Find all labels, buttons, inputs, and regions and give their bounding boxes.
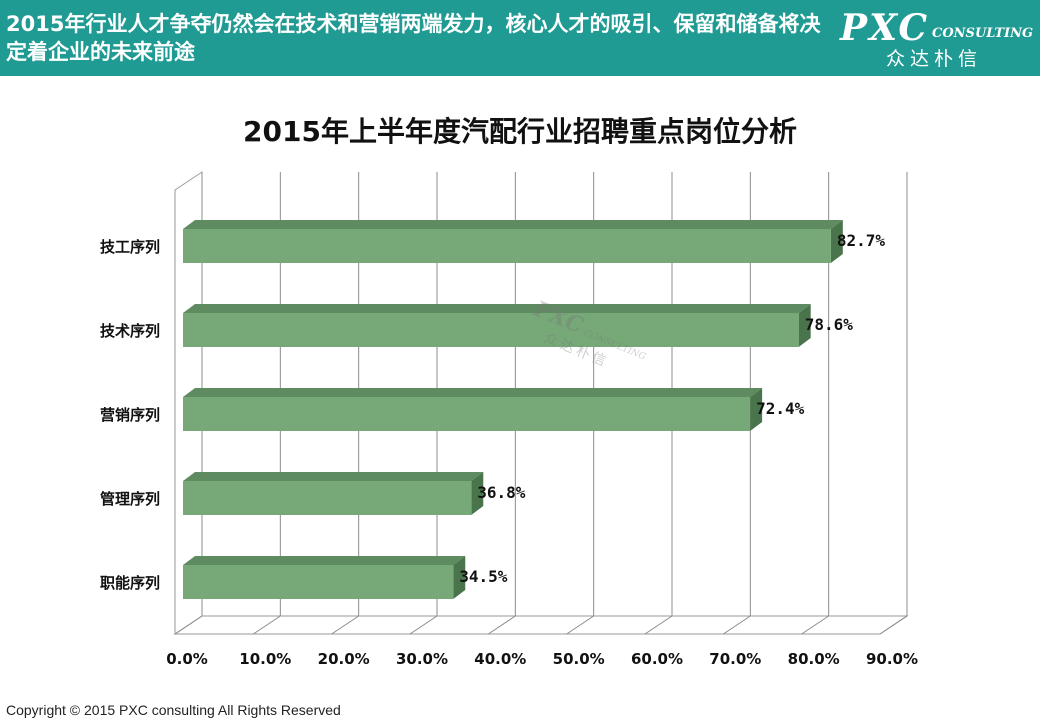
bar-side-face xyxy=(750,388,763,431)
bar-top-face xyxy=(183,388,763,397)
x-tick-label: 10.0% xyxy=(239,650,291,668)
chart-floor xyxy=(173,615,909,635)
y-category-label: 管理序列 xyxy=(100,490,160,508)
bar-side-face xyxy=(453,556,466,599)
chart-title: 2015年上半年度汽配行业招聘重点岗位分析 xyxy=(243,115,797,148)
bar-side-face xyxy=(830,220,843,263)
gridline-floor xyxy=(644,615,673,635)
chart-bars xyxy=(183,220,843,599)
bar-side-face xyxy=(798,304,811,347)
bar-top-face xyxy=(183,304,811,313)
bar xyxy=(183,565,454,599)
bar xyxy=(183,481,472,515)
data-label: 82.7% xyxy=(837,231,886,250)
x-tick-label: 30.0% xyxy=(396,650,448,668)
bar-top-face xyxy=(183,472,484,481)
logo-sub-text: CONSULTING xyxy=(932,26,1034,41)
x-tick-label: 80.0% xyxy=(788,650,840,668)
header-title: 2015年行业人才争夺仍然会在技术和营销两端发力，核心人才的吸引、保留和储备将决… xyxy=(6,12,821,64)
data-label: 78.6% xyxy=(805,315,854,334)
bar-top-face xyxy=(183,220,843,229)
bar-side-face xyxy=(471,472,484,515)
bar xyxy=(183,313,799,347)
y-category-label: 技工序列 xyxy=(100,238,160,256)
x-tick-label: 60.0% xyxy=(631,650,683,668)
company-logo: PXC CONSULTING 众达朴信 xyxy=(836,4,1040,74)
gridline-floor xyxy=(253,615,281,635)
chart-labels: 0.0% 10.0% 20.0% 30.0% 40.0% 50.0% 60.0% 70.0% 8… xyxy=(100,231,918,668)
bar-top-face xyxy=(183,556,466,565)
gridline-floor xyxy=(331,615,359,635)
header-banner: 2015年行业人才争夺仍然会在技术和营销两端发力，核心人才的吸引、保留和储备将决… xyxy=(0,0,1040,76)
x-tick-label: 0.0% xyxy=(166,650,208,668)
y-category-label: 技术序列 xyxy=(100,322,160,340)
x-tick-label: 90.0% xyxy=(866,650,918,668)
x-tick-label: 50.0% xyxy=(553,650,605,668)
logo-main-text: PXC xyxy=(840,7,930,49)
gridline-floor xyxy=(566,615,594,635)
gridline-floor xyxy=(801,615,829,635)
x-tick-label: 40.0% xyxy=(474,650,526,668)
gridline-floor xyxy=(488,615,516,635)
gridline-floor xyxy=(879,615,908,635)
y-category-label: 营销序列 xyxy=(100,406,160,424)
x-tick-label: 70.0% xyxy=(709,650,761,668)
gridline-floor xyxy=(409,615,438,635)
x-tick-label: 20.0% xyxy=(318,650,370,668)
copyright-text: Copyright © 2015 PXC consulting All Righ… xyxy=(6,702,341,718)
logo-chinese-text: 众达朴信 xyxy=(886,48,983,70)
data-label: 34.5% xyxy=(459,567,508,586)
bar xyxy=(183,229,831,263)
bar xyxy=(183,397,751,431)
gridline-floor xyxy=(174,615,203,635)
gridline-floor xyxy=(723,615,751,635)
data-label: 36.8% xyxy=(477,483,526,502)
y-category-label: 职能序列 xyxy=(100,574,160,592)
data-label: 72.4% xyxy=(756,399,805,418)
